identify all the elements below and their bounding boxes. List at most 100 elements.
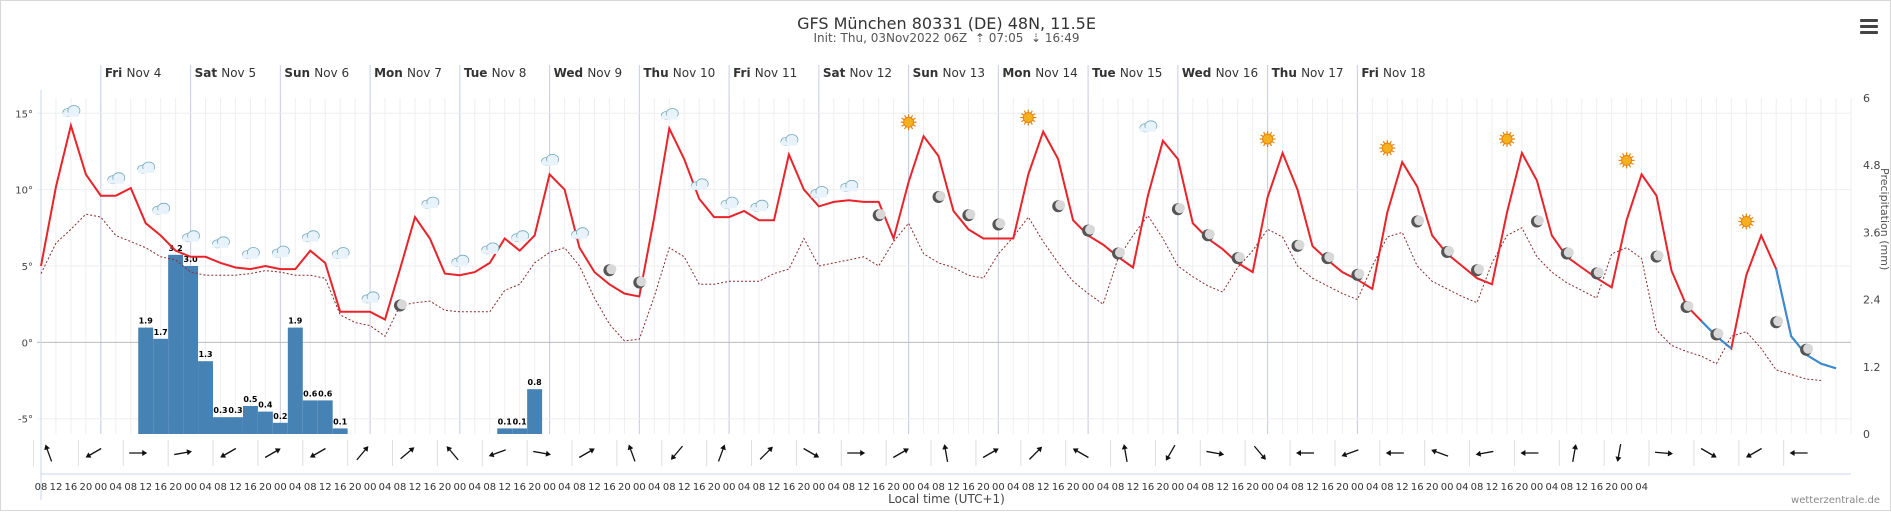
sunrise-icon: ⇡ <box>971 31 985 45</box>
x-tick-label: 08 <box>1291 482 1304 493</box>
cloud-icon <box>241 247 260 259</box>
wind-arrow-head <box>1296 450 1301 456</box>
x-tick-label: 08 <box>304 482 317 493</box>
moon-icon <box>1710 328 1724 341</box>
wind-arrow <box>578 448 595 459</box>
x-tick-label: 08 <box>842 482 855 493</box>
cloud-icon <box>750 199 769 212</box>
precip-data-label: 1.7 <box>154 328 168 337</box>
x-tick-label: 04 <box>648 482 661 493</box>
cloud-icon <box>301 230 320 243</box>
moon-shade <box>1294 239 1305 250</box>
wind-arrow-head <box>903 448 909 454</box>
moon-icon <box>1291 239 1305 252</box>
x-tick-label: 12 <box>409 482 422 493</box>
cloud-base <box>1139 127 1156 132</box>
sunset-time: 16:49 <box>1044 31 1080 45</box>
y2-axis-label: Precipitation (mm) <box>1878 168 1891 270</box>
moon-icon <box>1800 343 1814 356</box>
wind-arrow <box>670 445 683 460</box>
x-tick-label: 12 <box>229 482 242 493</box>
x-tick-label: 04 <box>199 482 212 493</box>
wind-arrow-head <box>362 446 369 452</box>
sun-icon <box>1499 131 1515 147</box>
moon-shade <box>1803 343 1814 354</box>
cloud-base <box>451 262 468 267</box>
wind-arrow <box>1341 449 1359 458</box>
wind-arrow <box>446 446 459 461</box>
sun-ray <box>1380 150 1384 153</box>
x-tick-label: 08 <box>35 482 48 493</box>
precip-data-label: 1.3 <box>198 350 212 359</box>
x-tick-label: 20 <box>169 482 182 493</box>
sun-ray <box>1380 143 1384 147</box>
x-tick-label: 04 <box>379 482 392 493</box>
x-tick-label: 04 <box>1186 482 1199 493</box>
menu-icon[interactable] <box>1860 19 1878 35</box>
wind-arrow <box>85 447 102 458</box>
sun-icon <box>900 114 917 131</box>
x-tick-label: 00 <box>543 482 556 493</box>
cloud-base <box>511 237 528 242</box>
day-label: Thu Nov 10 <box>643 66 715 80</box>
moon-icon <box>1321 252 1335 265</box>
wind-arrow <box>174 449 192 456</box>
x-tick-label: 00 <box>1171 482 1184 493</box>
wind-arrow-head <box>1218 450 1225 457</box>
precip-data-label: 0.1 <box>513 417 528 426</box>
cloud-base <box>332 254 349 259</box>
x-tick-label: 12 <box>498 482 511 493</box>
wind-arrow <box>1296 450 1314 456</box>
precip-bar <box>272 422 288 434</box>
wind-arrow-head <box>1475 450 1482 457</box>
day-label: Sat Nov 5 <box>195 66 257 80</box>
wind-arrow <box>264 448 281 459</box>
moon-icon <box>1471 264 1484 277</box>
day-label: Tue Nov 8 <box>464 66 527 80</box>
sun-icon <box>1738 213 1755 230</box>
moon-shade <box>1474 264 1484 275</box>
day-label: Wed Nov 9 <box>554 66 623 80</box>
wind-arrow-head <box>1036 446 1043 453</box>
x-tick-label: 04 <box>738 482 751 493</box>
wind-arrow-head <box>1710 452 1717 458</box>
moon-icon <box>1680 301 1694 313</box>
x-tick-label: 12 <box>139 482 152 493</box>
wind-arrow-head <box>142 450 148 456</box>
wind-arrow <box>942 444 949 462</box>
precip-data-label: 3.2 <box>169 244 183 253</box>
moon-icon <box>1530 215 1544 228</box>
wind-arrow-head <box>1341 451 1348 458</box>
sun-ray <box>1750 223 1754 227</box>
wind-arrow-head <box>588 448 595 454</box>
moon-shade <box>995 218 1006 229</box>
day-label: Wed Nov 16 <box>1182 66 1258 80</box>
cloud-base <box>182 237 199 242</box>
x-tick-label: 00 <box>364 482 377 493</box>
x-tick-label: 00 <box>274 482 287 493</box>
day-label: Mon Nov 14 <box>1002 66 1077 80</box>
wind-arrow-head <box>545 450 551 457</box>
precip-bar <box>317 400 333 434</box>
x-tick-label: 00 <box>1351 482 1364 493</box>
x-tick-label: 16 <box>424 482 437 493</box>
sun-icon <box>1259 131 1276 147</box>
wind-arrow-head <box>992 448 999 454</box>
day-label: Thu Nov 17 <box>1272 66 1344 80</box>
x-tick-label: 20 <box>1157 482 1170 493</box>
wind-arrow <box>356 446 369 461</box>
wind-arrow <box>759 446 773 460</box>
moon-icon <box>1201 229 1215 242</box>
moon-icon <box>932 191 946 203</box>
wind-arrow <box>1121 444 1128 462</box>
wind-arrow <box>1615 444 1622 462</box>
cloud-base <box>780 141 797 146</box>
wind-arrow <box>627 444 636 462</box>
sun-ray <box>1260 140 1264 144</box>
x-tick-label: 16 <box>783 482 796 493</box>
chart-title: GFS München 80331 (DE) 48N, 11.5E <box>797 14 1096 33</box>
x-tick-label: 20 <box>528 482 541 493</box>
x-tick-label: 12 <box>1575 482 1588 493</box>
cloud-icon <box>212 236 230 249</box>
sun-disc <box>1262 133 1274 145</box>
